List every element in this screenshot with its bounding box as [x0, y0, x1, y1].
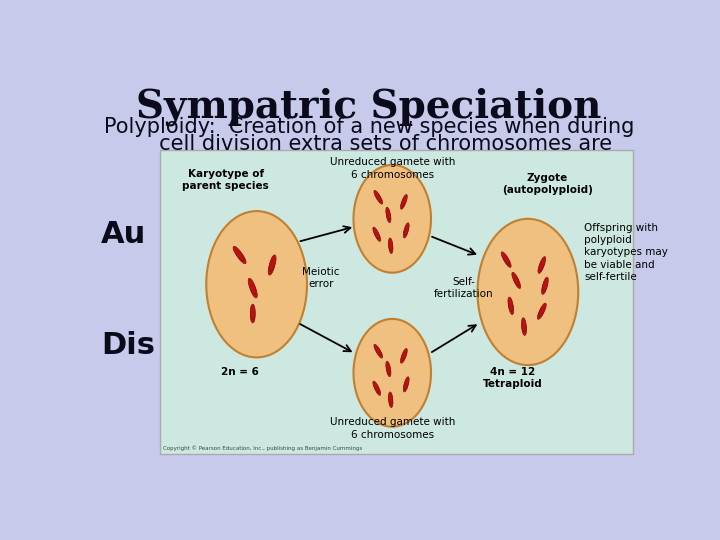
Ellipse shape	[508, 297, 513, 311]
Ellipse shape	[539, 303, 546, 316]
FancyBboxPatch shape	[160, 150, 632, 454]
Ellipse shape	[403, 380, 408, 392]
Ellipse shape	[503, 255, 511, 267]
Ellipse shape	[373, 227, 379, 239]
Ellipse shape	[501, 252, 510, 265]
Ellipse shape	[386, 361, 390, 374]
Ellipse shape	[375, 347, 382, 358]
Ellipse shape	[400, 351, 406, 363]
Text: cell division extra sets of chromosomes are: cell division extra sets of chromosomes …	[126, 134, 612, 154]
Ellipse shape	[521, 318, 526, 332]
Text: 4n = 12
Tetraploid: 4n = 12 Tetraploid	[482, 367, 542, 389]
Text: Zygote
(autopolyploid): Zygote (autopolyploid)	[502, 173, 593, 195]
Ellipse shape	[233, 246, 244, 260]
Ellipse shape	[354, 319, 431, 427]
Ellipse shape	[400, 197, 406, 209]
Ellipse shape	[248, 278, 256, 294]
Ellipse shape	[403, 226, 408, 238]
Ellipse shape	[538, 260, 544, 273]
Ellipse shape	[512, 272, 519, 286]
Text: Copyright © Pearson Education, Inc., publishing as Benjamin Cummings: Copyright © Pearson Education, Inc., pub…	[163, 446, 362, 451]
Ellipse shape	[537, 306, 545, 319]
Ellipse shape	[374, 345, 381, 355]
Ellipse shape	[389, 392, 392, 404]
Ellipse shape	[542, 277, 548, 291]
Ellipse shape	[404, 377, 409, 389]
Text: Au: Au	[101, 220, 146, 249]
Ellipse shape	[235, 249, 246, 264]
Ellipse shape	[522, 321, 526, 335]
Ellipse shape	[354, 165, 431, 273]
Ellipse shape	[402, 194, 408, 206]
Ellipse shape	[389, 238, 392, 251]
Ellipse shape	[206, 211, 307, 357]
Ellipse shape	[251, 304, 255, 319]
Text: Unreduced gamete with
6 chromosomes: Unreduced gamete with 6 chromosomes	[330, 157, 455, 180]
Ellipse shape	[404, 223, 409, 235]
Ellipse shape	[250, 282, 257, 298]
Ellipse shape	[389, 395, 393, 408]
Ellipse shape	[386, 207, 390, 220]
Ellipse shape	[389, 241, 393, 253]
Text: Polyploidy:  Creation of a new species when during: Polyploidy: Creation of a new species wh…	[104, 117, 634, 137]
Ellipse shape	[374, 191, 381, 201]
Ellipse shape	[269, 255, 276, 272]
Ellipse shape	[541, 280, 547, 294]
Ellipse shape	[375, 193, 382, 204]
Text: 2n = 6: 2n = 6	[220, 367, 258, 376]
Ellipse shape	[387, 210, 391, 222]
Text: Sympatric Speciation: Sympatric Speciation	[136, 88, 602, 126]
Ellipse shape	[373, 381, 379, 393]
Text: Self-
fertilization: Self- fertilization	[433, 277, 493, 299]
Ellipse shape	[513, 275, 521, 288]
Text: Meiotic
error: Meiotic error	[302, 267, 340, 289]
Text: Offspring with
polyploid
karyotypes may
be viable and
self-fertile: Offspring with polyploid karyotypes may …	[585, 222, 668, 282]
Text: Karyotype of
parent species: Karyotype of parent species	[182, 168, 269, 191]
Ellipse shape	[374, 384, 381, 395]
Ellipse shape	[402, 348, 408, 361]
Ellipse shape	[508, 300, 513, 314]
Ellipse shape	[477, 219, 578, 365]
Ellipse shape	[268, 259, 275, 275]
Ellipse shape	[251, 308, 255, 323]
Text: Unreduced gamete with
6 chromosomes: Unreduced gamete with 6 chromosomes	[330, 417, 455, 440]
Ellipse shape	[539, 256, 546, 271]
Ellipse shape	[387, 364, 391, 376]
Text: Dis: Dis	[101, 332, 155, 360]
Ellipse shape	[374, 230, 381, 241]
